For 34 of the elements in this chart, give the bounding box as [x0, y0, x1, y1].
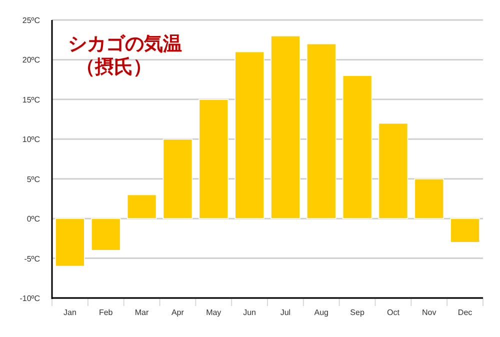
x-tick-label: Jun: [243, 308, 256, 317]
text: シカゴの気温: [68, 34, 182, 55]
bar: [306, 43, 336, 219]
x-tick-label: Feb: [98, 308, 114, 317]
y-tick-label: 20ºC: [22, 56, 40, 65]
y-tick-label: -10ºC: [20, 294, 40, 303]
bar: [342, 75, 372, 219]
bar: [162, 138, 193, 219]
x-tick-label: Apr: [171, 308, 184, 317]
bar: [55, 218, 85, 267]
bar: [91, 218, 121, 251]
x-tick-label: Oct: [386, 308, 400, 317]
x-tick-label: Jul: [280, 308, 291, 317]
y-tick-label: -5ºC: [24, 254, 40, 264]
x-tick-label: May: [206, 308, 222, 317]
bar: [234, 51, 264, 219]
y-tick-label: 0ºC: [26, 214, 40, 224]
x-tick-label: Jan: [64, 308, 76, 317]
y-tick-label: 25ºC: [22, 16, 40, 25]
bar: [270, 35, 300, 219]
x-tick-label: Dec: [458, 308, 472, 317]
bar: [378, 122, 408, 219]
bar: [414, 178, 444, 219]
bar: [198, 99, 228, 219]
x-tick-label: Nov: [422, 308, 436, 317]
x-tick-label: Sep: [350, 308, 365, 317]
y-tick-label: 15ºC: [22, 95, 40, 104]
bar: [450, 218, 480, 243]
y-tick-label: 5ºC: [26, 174, 40, 184]
y-tick-label: 10ºC: [22, 135, 40, 144]
x-tick-label: Mar: [134, 308, 150, 317]
bar: [126, 194, 157, 219]
x-tick-label: Aug: [314, 308, 328, 317]
text: （摂氏）: [76, 56, 152, 78]
